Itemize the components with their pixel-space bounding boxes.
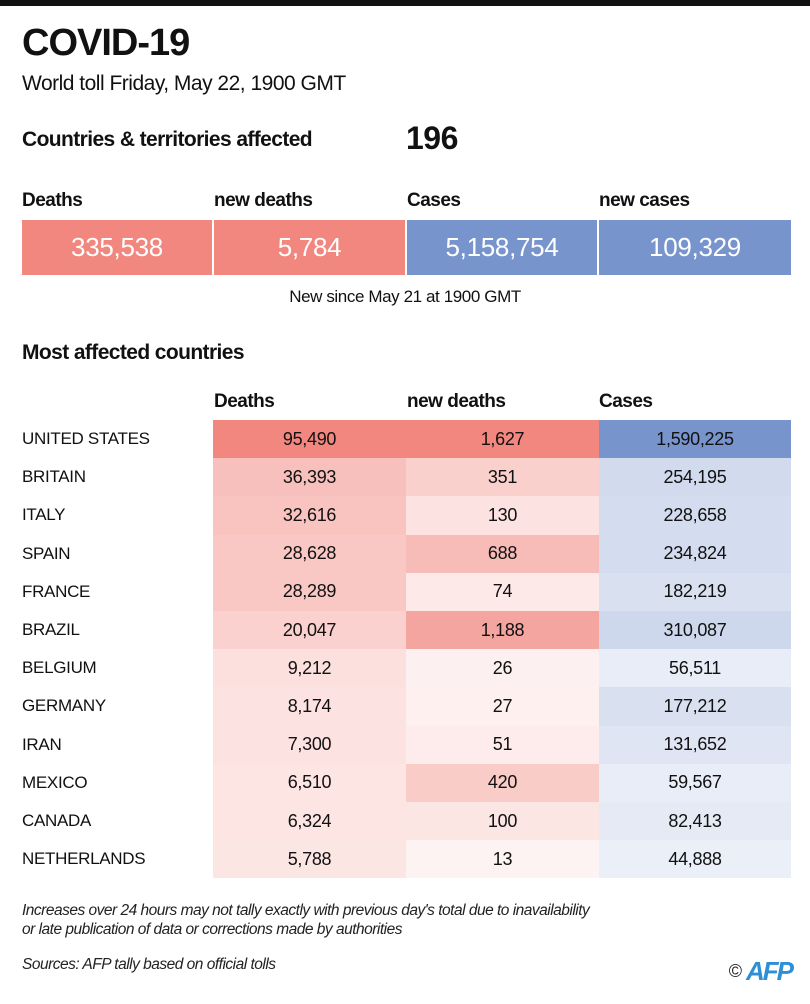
cell-new-deaths: 26: [406, 649, 599, 688]
cell-cases: 310,087: [599, 611, 791, 650]
table-row: BRAZIL 20,047 1,188 310,087: [0, 611, 810, 650]
cell-cases: 56,511: [599, 649, 791, 688]
column-header-new-deaths: new deaths: [407, 391, 506, 412]
cell-new-deaths: 1,627: [406, 420, 599, 459]
cell-cases: 1,590,225: [599, 420, 791, 459]
cell-deaths: 6,510: [213, 763, 406, 802]
table-row: FRANCE 28,289 74 182,219: [0, 572, 810, 611]
cell-deaths: 28,628: [213, 534, 406, 573]
cell-new-deaths: 420: [406, 763, 599, 802]
summary-box-new-cases: 109,329: [599, 220, 791, 275]
country-name: ITALY: [22, 505, 66, 525]
country-name: NETHERLANDS: [22, 849, 146, 869]
table-row: CANADA 6,324 100 82,413: [0, 802, 810, 841]
country-name: IRAN: [22, 734, 62, 754]
table-row: BRITAIN 36,393 351 254,195: [0, 458, 810, 497]
cell-new-deaths: 1,188: [406, 611, 599, 650]
cell-deaths: 36,393: [213, 458, 406, 497]
table-row: BELGIUM 9,212 26 56,511: [0, 649, 810, 688]
country-name: GERMANY: [22, 696, 106, 716]
cell-deaths: 95,490: [213, 420, 406, 459]
summary-box-new-deaths: 5,784: [214, 220, 405, 275]
table-row: IRAN 7,300 51 131,652: [0, 725, 810, 764]
cell-cases: 131,652: [599, 725, 791, 764]
table-row: ITALY 32,616 130 228,658: [0, 496, 810, 535]
country-name: BRITAIN: [22, 467, 86, 487]
column-header-cases: Cases: [599, 391, 653, 412]
table-row: MEXICO 6,510 420 59,567: [0, 763, 810, 802]
table-row: NETHERLANDS 5,788 13 44,888: [0, 840, 810, 879]
cell-new-deaths: 27: [406, 687, 599, 726]
cell-cases: 59,567: [599, 763, 791, 802]
page-title: COVID-19: [22, 22, 190, 64]
cell-cases: 182,219: [599, 572, 791, 611]
cell-new-deaths: 351: [406, 458, 599, 497]
cell-cases: 254,195: [599, 458, 791, 497]
cell-deaths: 6,324: [213, 802, 406, 841]
cell-deaths: 5,788: [213, 840, 406, 879]
countries-affected-value: 196: [406, 120, 458, 156]
footnote-line-2: or late publication of data or correctio…: [22, 921, 402, 938]
new-since-note: New since May 21 at 1900 GMT: [289, 287, 521, 306]
country-name: SPAIN: [22, 543, 71, 563]
footnote-line-1: Increases over 24 hours may not tally ex…: [22, 902, 590, 919]
cell-cases: 82,413: [599, 802, 791, 841]
cell-new-deaths: 100: [406, 802, 599, 841]
table-row: GERMANY 8,174 27 177,212: [0, 687, 810, 726]
cell-deaths: 7,300: [213, 725, 406, 764]
afp-logo-text: AFP: [746, 956, 794, 986]
country-name: CANADA: [22, 811, 92, 831]
copyright-icon: ©: [728, 961, 742, 981]
country-name: BELGIUM: [22, 658, 97, 678]
table-row: SPAIN 28,628 688 234,824: [0, 534, 810, 573]
sources-note: Sources: AFP tally based on official tol…: [22, 956, 276, 973]
cell-cases: 228,658: [599, 496, 791, 535]
table-title: Most affected countries: [22, 341, 245, 364]
cell-deaths: 20,047: [213, 611, 406, 650]
cell-deaths: 28,289: [213, 572, 406, 611]
countries-affected-label: Countries & territories affected: [22, 128, 313, 151]
summary-box-deaths: 335,538: [22, 220, 212, 275]
afp-logo: © AFP: [728, 956, 794, 987]
country-name: UNITED STATES: [22, 429, 150, 449]
cell-new-deaths: 13: [406, 840, 599, 879]
table-row: UNITED STATES 95,490 1,627 1,590,225: [0, 420, 810, 459]
cell-new-deaths: 688: [406, 534, 599, 573]
summary-label-new-deaths: new deaths: [214, 190, 313, 211]
summary-label-deaths: Deaths: [22, 190, 83, 211]
cell-deaths: 8,174: [213, 687, 406, 726]
cell-cases: 234,824: [599, 534, 791, 573]
country-name: MEXICO: [22, 772, 88, 792]
subtitle: World toll Friday, May 22, 1900 GMT: [22, 72, 346, 95]
summary-box-cases: 5,158,754: [407, 220, 597, 275]
column-header-deaths: Deaths: [214, 391, 275, 412]
cell-deaths: 9,212: [213, 649, 406, 688]
cell-new-deaths: 51: [406, 725, 599, 764]
country-name: BRAZIL: [22, 620, 80, 640]
cell-new-deaths: 74: [406, 572, 599, 611]
summary-label-cases: Cases: [407, 190, 461, 211]
top-bar: [0, 0, 810, 6]
summary-label-new-cases: new cases: [599, 190, 690, 211]
cell-new-deaths: 130: [406, 496, 599, 535]
country-name: FRANCE: [22, 581, 91, 601]
cell-cases: 177,212: [599, 687, 791, 726]
cell-deaths: 32,616: [213, 496, 406, 535]
cell-cases: 44,888: [599, 840, 791, 879]
